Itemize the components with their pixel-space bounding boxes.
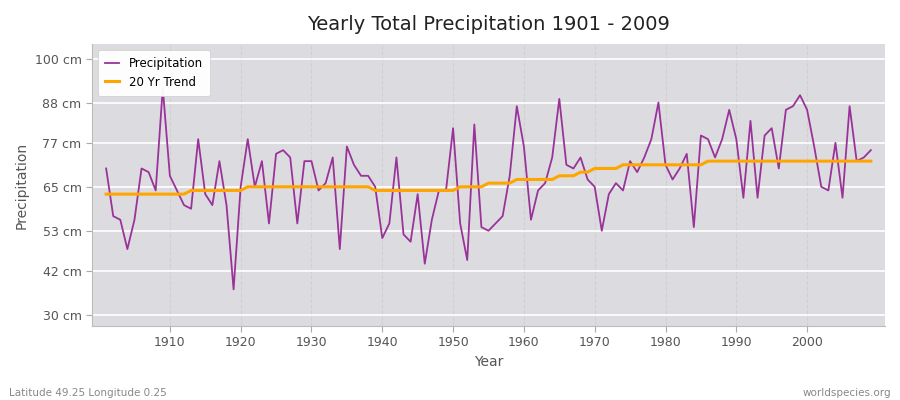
20 Yr Trend (866, 159, 877, 164)
Precipitation (101, 166, 112, 171)
20 Yr Trend (158, 192, 168, 196)
20 Yr Trend (703, 159, 714, 164)
20 Yr Trend (101, 192, 112, 196)
Precipitation (165, 173, 176, 178)
Precipitation (617, 188, 628, 193)
20 Yr Trend (511, 177, 522, 182)
20 Yr Trend (313, 184, 324, 189)
Precipitation (370, 184, 381, 189)
Precipitation (328, 155, 338, 160)
Y-axis label: Precipitation: Precipitation (15, 141, 29, 228)
X-axis label: Year: Year (473, 355, 503, 369)
20 Yr Trend (518, 177, 529, 182)
Precipitation (158, 86, 168, 90)
Legend: Precipitation, 20 Yr Trend: Precipitation, 20 Yr Trend (98, 50, 210, 96)
Precipitation (533, 188, 544, 193)
20 Yr Trend (604, 166, 615, 171)
Text: worldspecies.org: worldspecies.org (803, 388, 891, 398)
Line: 20 Yr Trend: 20 Yr Trend (106, 161, 871, 194)
Precipitation (866, 148, 877, 152)
20 Yr Trend (356, 184, 366, 189)
Precipitation (526, 217, 536, 222)
Title: Yearly Total Precipitation 1901 - 2009: Yearly Total Precipitation 1901 - 2009 (307, 15, 670, 34)
Line: Precipitation: Precipitation (106, 88, 871, 289)
Precipitation (229, 287, 239, 292)
Text: Latitude 49.25 Longitude 0.25: Latitude 49.25 Longitude 0.25 (9, 388, 166, 398)
